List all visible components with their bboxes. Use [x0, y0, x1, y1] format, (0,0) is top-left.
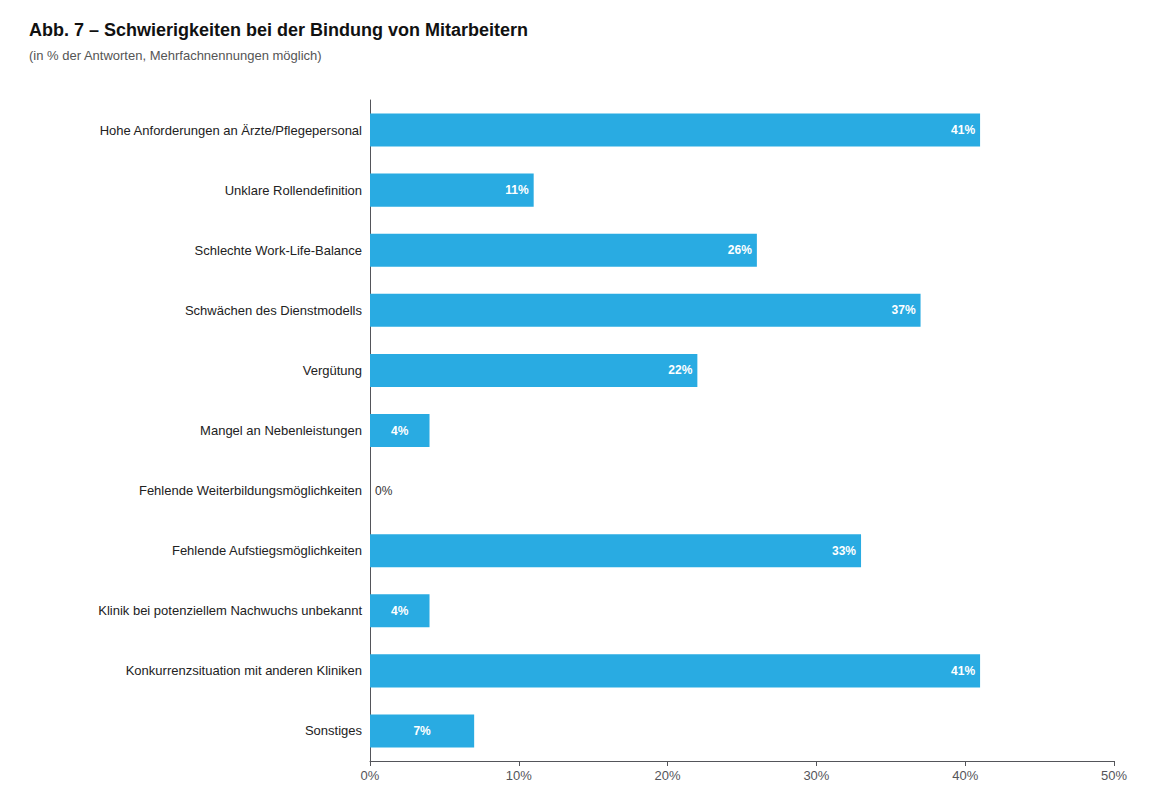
svg-text:Fehlende Aufstiegsmöglichkeite: Fehlende Aufstiegsmöglichkeiten: [172, 543, 362, 558]
svg-text:0%: 0%: [361, 768, 380, 783]
svg-text:Klinik bei potenziellem Nachwu: Klinik bei potenziellem Nachwuchs unbeka…: [98, 603, 362, 618]
svg-text:Abb. 7 – Schwierigkeiten bei d: Abb. 7 – Schwierigkeiten bei der Bindung…: [29, 20, 528, 40]
svg-text:26%: 26%: [728, 243, 752, 257]
svg-text:Konkurrenzsituation mit andere: Konkurrenzsituation mit anderen Kliniken: [126, 663, 362, 678]
svg-text:Fehlende Weiterbildungsmöglich: Fehlende Weiterbildungsmöglichkeiten: [139, 483, 362, 498]
svg-text:20%: 20%: [655, 768, 681, 783]
svg-text:22%: 22%: [668, 363, 692, 377]
svg-text:Unklare Rollendefinition: Unklare Rollendefinition: [225, 183, 362, 198]
svg-text:37%: 37%: [892, 303, 916, 317]
svg-text:7%: 7%: [413, 724, 431, 738]
svg-text:Mangel an Nebenleistungen: Mangel an Nebenleistungen: [200, 423, 362, 438]
svg-text:4%: 4%: [391, 604, 409, 618]
svg-text:41%: 41%: [951, 123, 975, 137]
svg-text:41%: 41%: [951, 664, 975, 678]
svg-text:Hohe Anforderungen an Ärzte/Pf: Hohe Anforderungen an Ärzte/Pflegeperson…: [100, 123, 362, 138]
svg-text:Schlechte Work-Life-Balance: Schlechte Work-Life-Balance: [195, 243, 362, 258]
svg-text:Sonstiges: Sonstiges: [305, 723, 363, 738]
svg-text:0%: 0%: [375, 484, 393, 498]
svg-text:11%: 11%: [505, 183, 529, 197]
svg-text:33%: 33%: [832, 544, 856, 558]
svg-text:Vergütung: Vergütung: [303, 363, 362, 378]
svg-text:30%: 30%: [803, 768, 829, 783]
svg-text:10%: 10%: [506, 768, 532, 783]
svg-text:50%: 50%: [1101, 768, 1127, 783]
svg-text:Schwächen des Dienstmodells: Schwächen des Dienstmodells: [185, 303, 363, 318]
svg-text:40%: 40%: [952, 768, 978, 783]
svg-text:4%: 4%: [391, 424, 409, 438]
svg-text:(in % der Antworten, Mehrfachn: (in % der Antworten, Mehrfachnennungen m…: [29, 48, 322, 63]
